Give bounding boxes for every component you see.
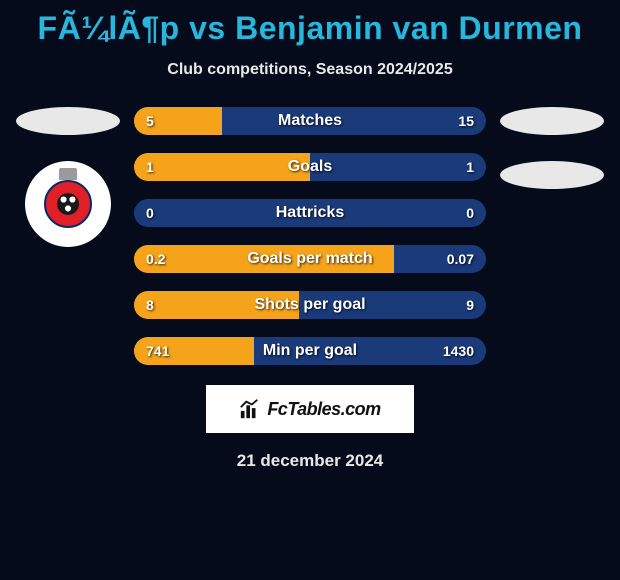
content-area: 5Matches15 1Goals1 0Hattricks0 0.2Goals per… bbox=[0, 107, 620, 365]
stat-value-right: 15 bbox=[458, 113, 474, 129]
stat-value-right: 0.07 bbox=[447, 251, 474, 267]
brand-text: FcTables.com bbox=[267, 399, 380, 420]
club-badge-field bbox=[44, 180, 92, 228]
soccer-ball-icon bbox=[57, 193, 79, 215]
stat-value-right: 1 bbox=[466, 159, 474, 175]
stat-label: Shots per goal bbox=[134, 296, 486, 314]
stat-value-right: 9 bbox=[466, 297, 474, 313]
stat-label: Hattricks bbox=[134, 204, 486, 222]
stat-row: 741Min per goal1430 bbox=[134, 337, 486, 365]
stat-row: 8Shots per goal9 bbox=[134, 291, 486, 319]
player-flag-oval bbox=[500, 107, 604, 135]
stats-panel: 5Matches15 1Goals1 0Hattricks0 0.2Goals per… bbox=[128, 107, 492, 365]
stat-row: 1Goals1 bbox=[134, 153, 486, 181]
stat-label: Min per goal bbox=[134, 342, 486, 360]
player-flag-oval bbox=[500, 161, 604, 189]
stat-row: 0.2Goals per match0.07 bbox=[134, 245, 486, 273]
club-badge bbox=[25, 161, 111, 247]
brand-badge: FcTables.com bbox=[206, 385, 414, 433]
page-title: FÃ¼lÃ¶p vs Benjamin van Durmen bbox=[0, 0, 620, 47]
club-badge-tower bbox=[59, 168, 77, 180]
stat-row: 0Hattricks0 bbox=[134, 199, 486, 227]
footer-date: 21 december 2024 bbox=[0, 451, 620, 471]
player-flag-oval bbox=[16, 107, 120, 135]
left-player-column bbox=[8, 107, 128, 365]
page-subtitle: Club competitions, Season 2024/2025 bbox=[0, 61, 620, 79]
brand-chart-icon bbox=[239, 398, 261, 420]
stat-value-right: 1430 bbox=[443, 343, 474, 359]
stat-row: 5Matches15 bbox=[134, 107, 486, 135]
stat-label: Goals per match bbox=[134, 250, 486, 268]
stat-label: Matches bbox=[134, 112, 486, 130]
right-player-column bbox=[492, 107, 612, 365]
stat-label: Goals bbox=[134, 158, 486, 176]
stat-value-right: 0 bbox=[466, 205, 474, 221]
